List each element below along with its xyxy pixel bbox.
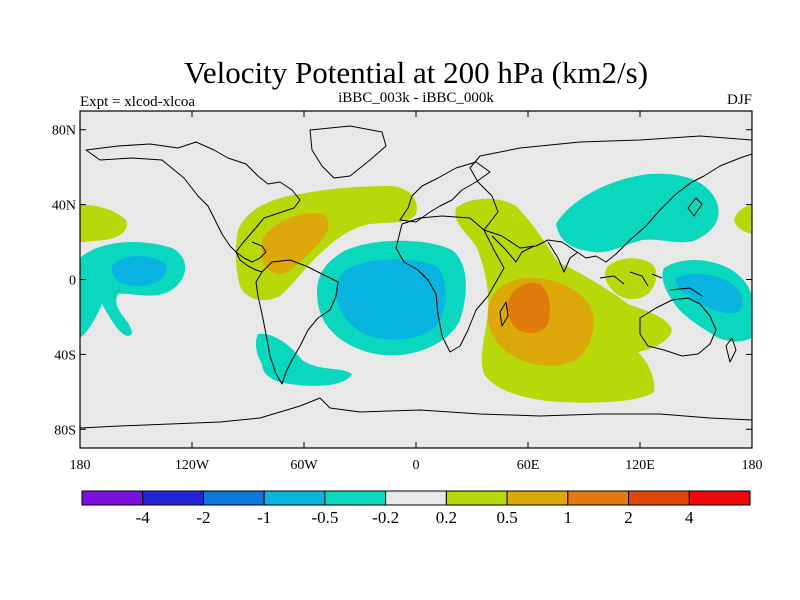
y-tick-label: 0 xyxy=(69,274,76,289)
africa-coast xyxy=(395,215,505,353)
south-america-coast xyxy=(255,259,339,385)
colorbar-label: 1 xyxy=(564,508,573,527)
colorbar-label: 2 xyxy=(624,508,633,527)
europe-coast xyxy=(399,161,491,223)
coastlines xyxy=(80,125,752,429)
x-tick-label: 120E xyxy=(625,458,655,473)
arabia-india-coast xyxy=(491,235,579,273)
colorbar-swatch xyxy=(202,490,265,506)
colorbar-swatch xyxy=(445,490,508,506)
colorbar-label: -0.5 xyxy=(311,508,338,527)
western-pacific-core xyxy=(675,273,743,314)
x-tick-label: 60E xyxy=(517,458,540,473)
colorbar-swatch xyxy=(628,490,690,506)
x-tick-label: 180 xyxy=(742,458,763,473)
colorbar-swatch xyxy=(506,490,569,506)
new-zealand-coast xyxy=(725,337,737,363)
colorbar-swatch xyxy=(688,490,751,506)
colorbar-label: 4 xyxy=(685,508,694,527)
y-tick-label: 80S xyxy=(54,423,76,438)
colorbar-swatch xyxy=(567,490,630,506)
colorbar-label: -1 xyxy=(257,508,271,527)
north-pacific-positive xyxy=(80,204,127,242)
madagascar-coast xyxy=(499,301,509,327)
x-tick-label: 0 xyxy=(413,458,420,473)
antarctica-coast xyxy=(80,397,752,429)
central-pacific-core xyxy=(111,256,167,286)
indonesia-coast xyxy=(599,271,703,297)
colorbar-label: 0.2 xyxy=(436,508,457,527)
greenland-coast xyxy=(309,125,387,179)
x-tick-label: 180 xyxy=(70,458,91,473)
maritime-continent-positive xyxy=(605,258,657,300)
colorbar-swatch xyxy=(324,490,387,506)
central-america-coast xyxy=(235,251,263,273)
colorbar-swatch xyxy=(81,490,144,506)
australia-coast xyxy=(639,297,717,357)
asia-coast xyxy=(469,135,752,263)
y-tick-label: 80N xyxy=(52,124,76,139)
experiment-label: Expt = xlcod-xlcoa xyxy=(80,94,195,110)
dateline-north-positive xyxy=(734,205,752,234)
colorbar-label: -4 xyxy=(136,508,151,527)
season-label: DJF xyxy=(727,92,752,108)
colorbar: -4 -2 -1 -0.5 -0.2 0.2 0.5 1 2 4 xyxy=(81,490,751,527)
madagascar-max xyxy=(507,282,550,333)
north-america-coast xyxy=(85,141,301,253)
map-panel: 180 120W 60W 0 60E 120E 180 80N 40N 0 40S 80S xyxy=(52,110,763,473)
colorbar-label: -2 xyxy=(196,508,210,527)
asia-negative xyxy=(556,173,719,253)
contour-fills xyxy=(80,173,752,403)
colorbar-label: -0.2 xyxy=(372,508,399,527)
chart-subtitle: iBBC_003k - iBBC_000k xyxy=(338,90,494,106)
y-tick-label: 40N xyxy=(52,199,76,214)
colorbar-swatch xyxy=(385,490,447,506)
axis-ticks: 180 120W 60W 0 60E 120E 180 80N 40N 0 40S 80S xyxy=(52,111,763,473)
caribbean-max xyxy=(262,213,329,275)
x-tick-label: 120W xyxy=(175,458,210,473)
south-america-atlantic-core xyxy=(335,259,446,340)
caribbean-gulf-coast xyxy=(235,241,267,263)
colorbar-swatch xyxy=(263,490,326,506)
chart-title: Velocity Potential at 200 hPa (km2/s) xyxy=(184,55,648,90)
y-tick-label: 40S xyxy=(54,348,76,363)
colorbar-swatch xyxy=(142,490,204,506)
colorbar-label: 0.5 xyxy=(496,508,517,527)
x-tick-label: 60W xyxy=(290,458,318,473)
japan-coast xyxy=(687,197,703,217)
patagonia-negative xyxy=(255,333,352,386)
